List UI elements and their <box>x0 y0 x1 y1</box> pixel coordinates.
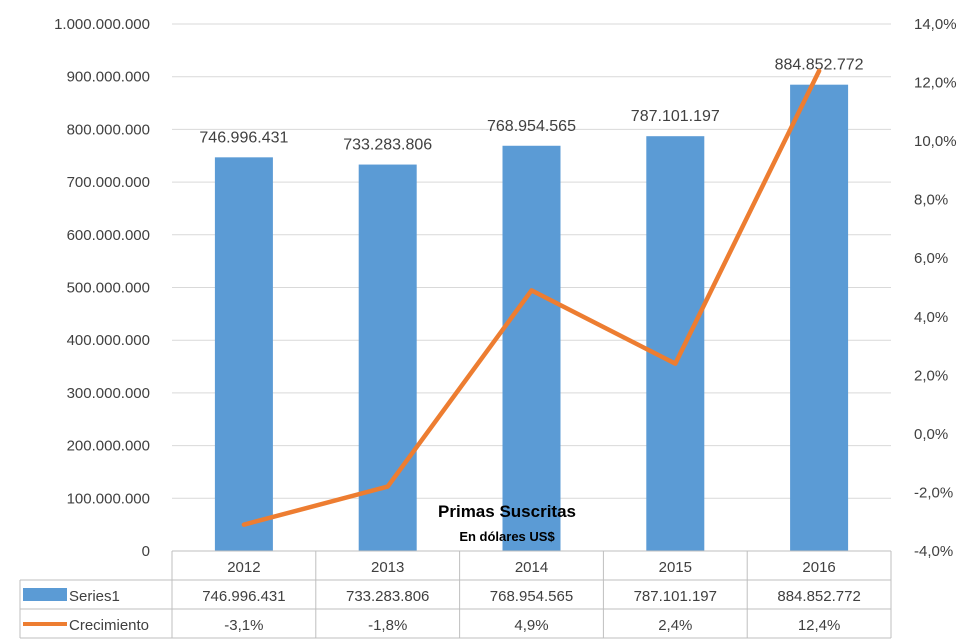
table-cell-value: 4,9% <box>514 617 548 634</box>
right-tick-label: 8,0% <box>914 192 948 209</box>
chart-title: Primas Suscritas <box>438 502 576 521</box>
right-tick-label: 14,0% <box>914 16 957 33</box>
right-tick-label: 0,0% <box>914 426 948 443</box>
right-axis-ticks: -4,0% -2,0% 0,0% 2,0% 4,0% 6,0% 8,0% 10,0% 12,0%… <box>914 16 957 560</box>
bar-data-label: 768.954.565 <box>487 118 576 135</box>
right-tick-label: 10,0% <box>914 133 957 150</box>
left-tick-label: 800.000.000 <box>67 121 150 138</box>
left-tick-label: 0 <box>142 543 150 560</box>
table-cell-value: -3,1% <box>224 617 263 634</box>
right-tick-label: -2,0% <box>914 484 953 501</box>
bar <box>502 145 561 552</box>
left-tick-label: 100.000.000 <box>67 490 150 507</box>
bar-data-label: 733.283.806 <box>343 137 432 154</box>
left-tick-label: 400.000.000 <box>67 332 150 349</box>
table-cell-value: 884.852.772 <box>777 588 860 605</box>
bar <box>214 157 273 551</box>
left-tick-label: 200.000.000 <box>67 438 150 455</box>
right-tick-label: 2,0% <box>914 367 948 384</box>
table-cell-value: 12,4% <box>798 617 841 634</box>
data-table: 2012 2013 2014 2015 2016 Series1 746.996.431 73… <box>19 550 892 639</box>
left-tick-label: 300.000.000 <box>67 385 150 402</box>
table-cell-value: 768.954.565 <box>490 588 573 605</box>
right-tick-label: -4,0% <box>914 543 953 560</box>
table-cell-value: 787.101.197 <box>634 588 717 605</box>
left-tick-label: 1.000.000.000 <box>54 16 150 33</box>
left-tick-label: 600.000.000 <box>67 227 150 244</box>
category-label: 2012 <box>227 559 260 576</box>
left-tick-label: 700.000.000 <box>67 174 150 191</box>
table-cell-value: 746.996.431 <box>202 588 285 605</box>
bar <box>790 84 849 551</box>
bar-data-label: 787.101.197 <box>631 108 720 125</box>
right-tick-label: 4,0% <box>914 309 948 326</box>
table-cell-value: -1,8% <box>368 617 407 634</box>
legend-key-bar <box>23 588 67 601</box>
left-tick-label: 900.000.000 <box>67 69 150 86</box>
bar-data-label: 884.852.772 <box>775 57 864 74</box>
category-label: 2014 <box>515 559 548 576</box>
table-cell-value: 733.283.806 <box>346 588 429 605</box>
category-label: 2016 <box>802 559 835 576</box>
right-tick-label: 12,0% <box>914 75 957 92</box>
table-cell-value: 2,4% <box>658 617 692 634</box>
left-tick-label: 500.000.000 <box>67 280 150 297</box>
line-series <box>241 68 822 527</box>
bar <box>646 136 705 551</box>
category-label: 2015 <box>659 559 692 576</box>
chart-subtitle: En dólares US$ <box>459 529 555 544</box>
right-tick-label: 6,0% <box>914 250 948 267</box>
left-axis-ticks: 0 100.000.000 200.000.000 300.000.000 400.00… <box>54 16 150 560</box>
legend-series-name: Crecimiento <box>69 617 149 634</box>
bar-series <box>214 84 849 552</box>
legend-series-name: Series1 <box>69 588 120 605</box>
bar-data-label: 746.996.431 <box>199 129 288 146</box>
bar-data-labels: 746.996.431 733.283.806 768.954.565 787.101… <box>199 57 863 154</box>
category-label: 2013 <box>371 559 404 576</box>
